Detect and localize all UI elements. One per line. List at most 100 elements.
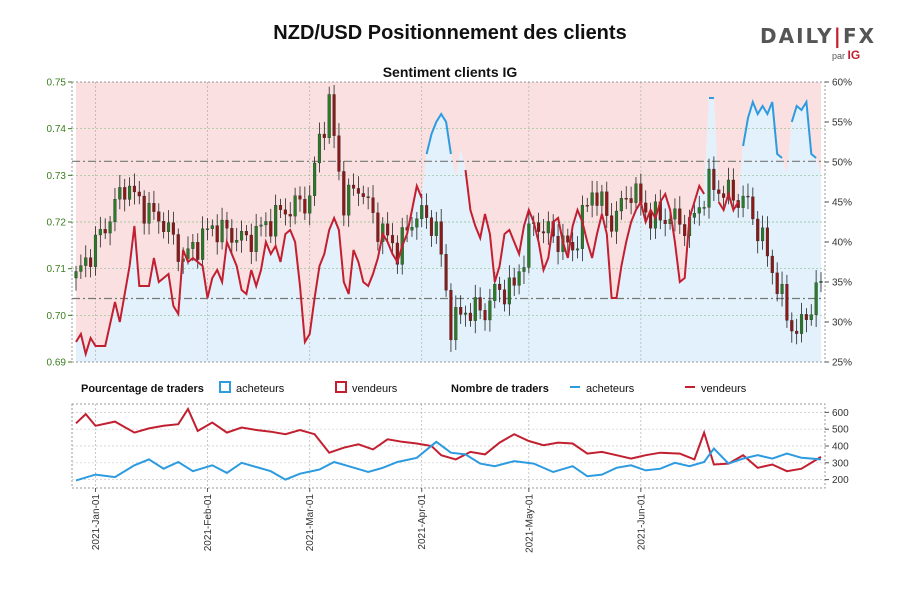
candle-body [274, 205, 278, 237]
candle-body [619, 198, 623, 212]
legend-pct-title: Pourcentage de traders [81, 383, 204, 395]
candle-body [351, 184, 356, 189]
candle-body [673, 208, 677, 220]
candle-body [439, 221, 443, 255]
candle-body [220, 219, 224, 243]
candle-body [137, 191, 141, 197]
candle-body [186, 248, 190, 259]
candle-body [230, 228, 234, 243]
price-candles [74, 85, 823, 352]
candle-body [254, 226, 258, 252]
buyers-area [76, 98, 821, 362]
candle-body [196, 242, 200, 260]
candle-body [795, 330, 799, 334]
candle-body [493, 283, 497, 301]
candle-body [108, 221, 112, 234]
candle-body [288, 214, 292, 217]
right-tick-label: 30% [832, 318, 852, 329]
candle-body [235, 240, 239, 243]
candle-body [162, 221, 166, 232]
chart-subtitle: Sentiment clients IG [382, 64, 518, 80]
candle-body [541, 231, 546, 234]
bottom-right-axis-ticks: 200 300 400 500 600 [825, 408, 849, 486]
candle-body [707, 168, 711, 208]
candle-body [98, 229, 102, 236]
right-tick-label: 60% [832, 78, 852, 89]
candle-body [775, 272, 779, 294]
candle-body [400, 227, 404, 265]
legend-pct-sellers-swatch [335, 381, 347, 393]
candle-body [498, 283, 502, 290]
candle-body [522, 267, 526, 272]
candle-body [571, 242, 575, 251]
candle-body [128, 185, 132, 200]
candle-body [751, 196, 755, 220]
logo-wordmark: DAILY|FX [760, 24, 877, 48]
x-axis-ticks: 2021-Jan-01 2021-Feb-01 2021-Mar-01 2021-Ap… [91, 488, 647, 553]
candle-body [79, 265, 83, 272]
candle-body [386, 223, 390, 236]
candle-body [152, 203, 156, 212]
candle-body [84, 257, 88, 266]
candle-body [697, 207, 701, 214]
candle-body [644, 202, 648, 213]
candle-body [337, 135, 341, 172]
candle-body [240, 231, 244, 241]
left-axis-ticks: 0.69 0.70 0.71 0.72 0.73 0.74 0.75 [47, 78, 72, 369]
candle-body [191, 242, 195, 249]
sentiment-panel: 0.69 0.70 0.71 0.72 0.73 0.74 0.75 25% 30% 35% 40… [47, 78, 853, 369]
candle-body [313, 162, 317, 196]
chart-title: NZD/USD Positionnement des clients [273, 22, 627, 44]
candle-body [780, 284, 784, 294]
right-tick-label: 45% [832, 198, 852, 209]
candle-body [347, 184, 351, 216]
buyers-count-line [75, 440, 822, 482]
bottom-grid [72, 404, 825, 488]
candle-body [371, 197, 375, 213]
candle-body [722, 193, 726, 198]
candle-body [342, 171, 346, 216]
legend-pct-sellers: vendeurs [352, 383, 398, 395]
candle-body [624, 198, 628, 200]
candle-body [278, 205, 283, 210]
candle-body [157, 211, 161, 222]
candle-body [678, 208, 682, 225]
candle-body [502, 289, 507, 305]
left-tick-label: 0.72 [47, 218, 67, 229]
candle-body [317, 133, 322, 164]
candle-body [478, 297, 482, 311]
candle-body [308, 195, 312, 214]
candle-body [717, 189, 721, 194]
candle-body [741, 195, 745, 208]
candle-body [507, 277, 511, 305]
candle-body [566, 235, 570, 243]
candle-body [166, 222, 171, 232]
candle-body [527, 223, 531, 268]
candle-body [512, 277, 516, 286]
bottom-right-tick-label: 600 [832, 408, 849, 419]
left-tick-label: 0.73 [47, 171, 67, 182]
candle-body [692, 213, 696, 218]
candle-body [361, 193, 365, 197]
candle-body [454, 307, 458, 341]
right-axis-ticks: 25% 30% 35% 40% 45% 50% 55% 60% [825, 78, 852, 369]
legend: Pourcentage de traders acheteurs vendeur… [81, 381, 747, 395]
candle-body [488, 300, 492, 321]
candle-body [225, 219, 229, 229]
candle-body [517, 271, 521, 286]
bottom-right-tick-label: 400 [832, 442, 849, 453]
candle-body [118, 187, 122, 200]
candle-body [804, 314, 808, 320]
candle-body [356, 188, 360, 194]
legend-count-buyers: acheteurs [586, 383, 635, 395]
candle-body [814, 282, 818, 315]
bottom-panel-frame [71, 403, 826, 489]
candle-body [765, 227, 769, 257]
x-tick-label: 2021-May-01 [524, 494, 535, 553]
candle-body [93, 234, 98, 267]
bottom-right-tick-label: 300 [832, 458, 849, 469]
candle-body [113, 199, 117, 222]
